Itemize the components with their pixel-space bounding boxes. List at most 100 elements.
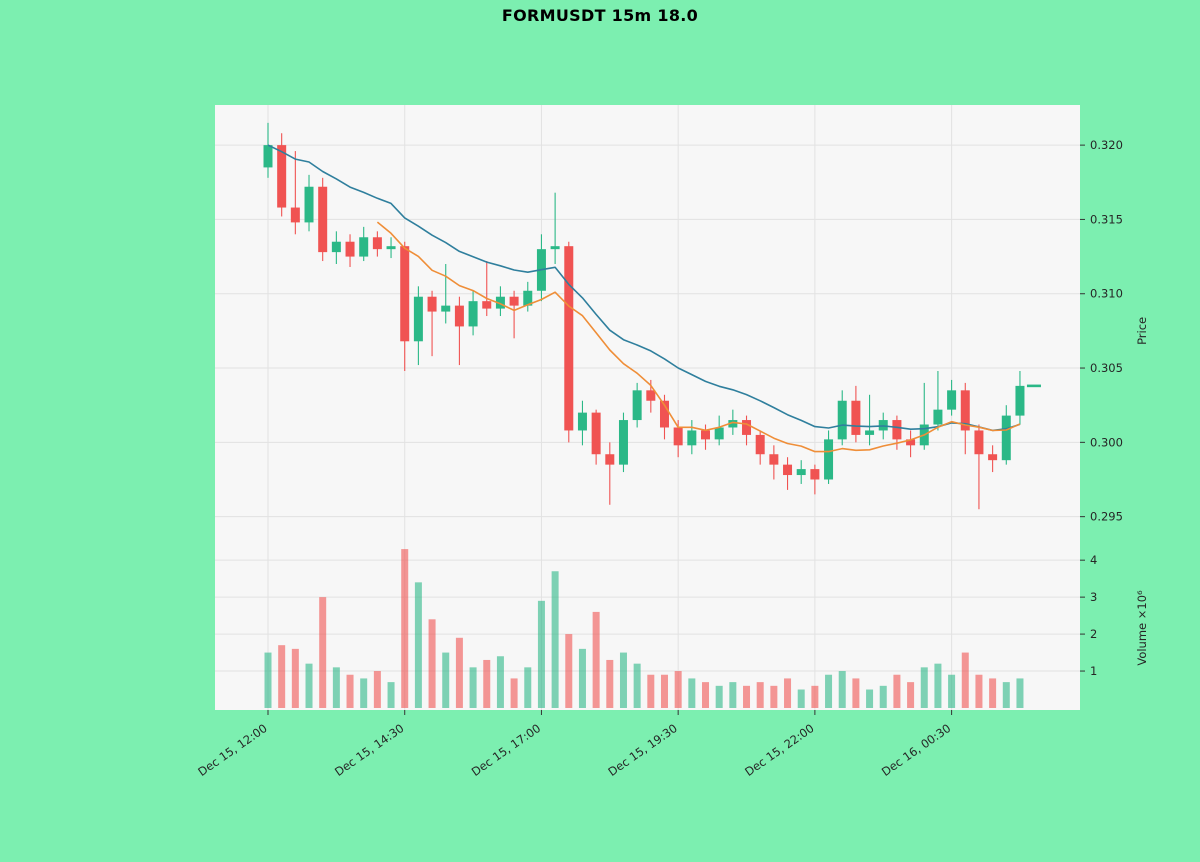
candle-body: [277, 145, 287, 208]
volume-bar: [920, 667, 928, 708]
volume-bar: [866, 689, 874, 708]
candle-body: [372, 237, 382, 250]
candle-body: [632, 390, 642, 421]
price-axis-title: Price: [1135, 317, 1149, 345]
volume-bar: [264, 652, 272, 708]
candle-body: [988, 454, 998, 461]
candle-body: [290, 207, 300, 223]
volume-bar: [743, 685, 751, 708]
volume-bar: [893, 674, 901, 708]
candle-body: [974, 430, 984, 455]
candle-body: [400, 246, 410, 342]
candle-body: [345, 241, 355, 257]
volume-tick-label: 3: [1090, 590, 1097, 604]
volume-bar: [319, 597, 327, 708]
volume-bar: [961, 652, 969, 708]
price-tick-label: 0.310: [1090, 287, 1123, 301]
volume-bar: [305, 663, 313, 708]
chart-title: FORMUSDT 15m 18.0: [501, 6, 699, 25]
candle-body: [454, 305, 464, 327]
candle-body: [646, 390, 656, 401]
volume-bar: [838, 671, 846, 708]
ma-line-sma-9: [376, 221, 1021, 453]
candle-body: [673, 427, 683, 446]
candle-body: [659, 400, 669, 428]
volume-bar: [975, 674, 983, 708]
volume-bar: [291, 648, 299, 708]
volume-bar: [360, 678, 368, 708]
x-tick-label: Dec 15, 22:00: [742, 721, 816, 779]
volume-bar: [414, 582, 422, 708]
volume-bar: [647, 674, 655, 708]
volume-bar: [729, 682, 737, 708]
candle-body: [591, 412, 601, 455]
candle-body: [933, 409, 943, 425]
candle-body: [851, 400, 861, 435]
candle-body: [783, 464, 793, 476]
volume-bar: [496, 656, 504, 708]
candle-body: [427, 296, 437, 312]
volume-bar: [524, 667, 532, 708]
volume-bar: [537, 600, 545, 708]
volume-bar: [1002, 682, 1010, 708]
candle-body: [577, 412, 587, 431]
candle-body: [441, 305, 451, 312]
x-tick-label: Dec 15, 17:00: [469, 721, 543, 779]
ma-line-ema-18: [267, 144, 1021, 432]
volume-bar: [401, 549, 409, 708]
volume-bar: [702, 682, 710, 708]
volume-bar: [442, 652, 450, 708]
candle-body: [892, 420, 902, 440]
volume-bar: [346, 674, 354, 708]
candle-body: [263, 145, 273, 168]
candle-body: [1015, 385, 1025, 416]
candle-body: [701, 430, 711, 440]
volume-bar: [688, 678, 696, 708]
volume-bar: [633, 663, 641, 708]
volume-tick-label: 1: [1090, 664, 1097, 678]
price-tick-label: 0.295: [1090, 510, 1123, 524]
candle-body: [687, 430, 697, 446]
candle-body: [947, 390, 957, 410]
candle-body: [837, 400, 847, 440]
price-tick-label: 0.305: [1090, 361, 1123, 375]
candle-body: [523, 290, 533, 306]
volume-bar: [387, 682, 395, 708]
volume-bar: [469, 667, 477, 708]
volume-pane: [264, 549, 1024, 708]
candle-body: [331, 241, 341, 253]
candle-body: [468, 301, 478, 327]
x-tick-label: Dec 15, 19:30: [605, 721, 679, 779]
volume-bar: [797, 689, 805, 708]
volume-bar: [578, 648, 586, 708]
volume-bar: [565, 634, 573, 708]
volume-bar: [934, 663, 942, 708]
volume-bar: [770, 685, 778, 708]
volume-bar: [551, 571, 559, 708]
volume-bar: [907, 682, 915, 708]
candle-body: [714, 427, 724, 440]
candle-body: [742, 420, 752, 435]
plot-background: [215, 105, 1080, 710]
candle-body: [824, 439, 834, 480]
candle-body: [960, 390, 970, 431]
volume-bar: [715, 685, 723, 708]
candle-body: [495, 296, 505, 309]
candle-body: [482, 301, 492, 309]
volume-tick-label: 2: [1090, 627, 1097, 641]
volume-bar: [674, 671, 682, 708]
candle-body: [304, 186, 314, 223]
volume-bar: [1016, 678, 1024, 708]
volume-bar: [660, 674, 668, 708]
volume-tick-label: 4: [1090, 553, 1097, 567]
candle-body: [755, 434, 765, 455]
candle-body: [509, 296, 519, 306]
candle-body: [728, 420, 738, 428]
volume-bar: [784, 678, 792, 708]
candle-body: [413, 296, 423, 342]
candle-body: [865, 430, 875, 435]
price-tick-label: 0.315: [1090, 212, 1123, 226]
candle-body: [810, 469, 820, 480]
volume-bar: [852, 678, 860, 708]
